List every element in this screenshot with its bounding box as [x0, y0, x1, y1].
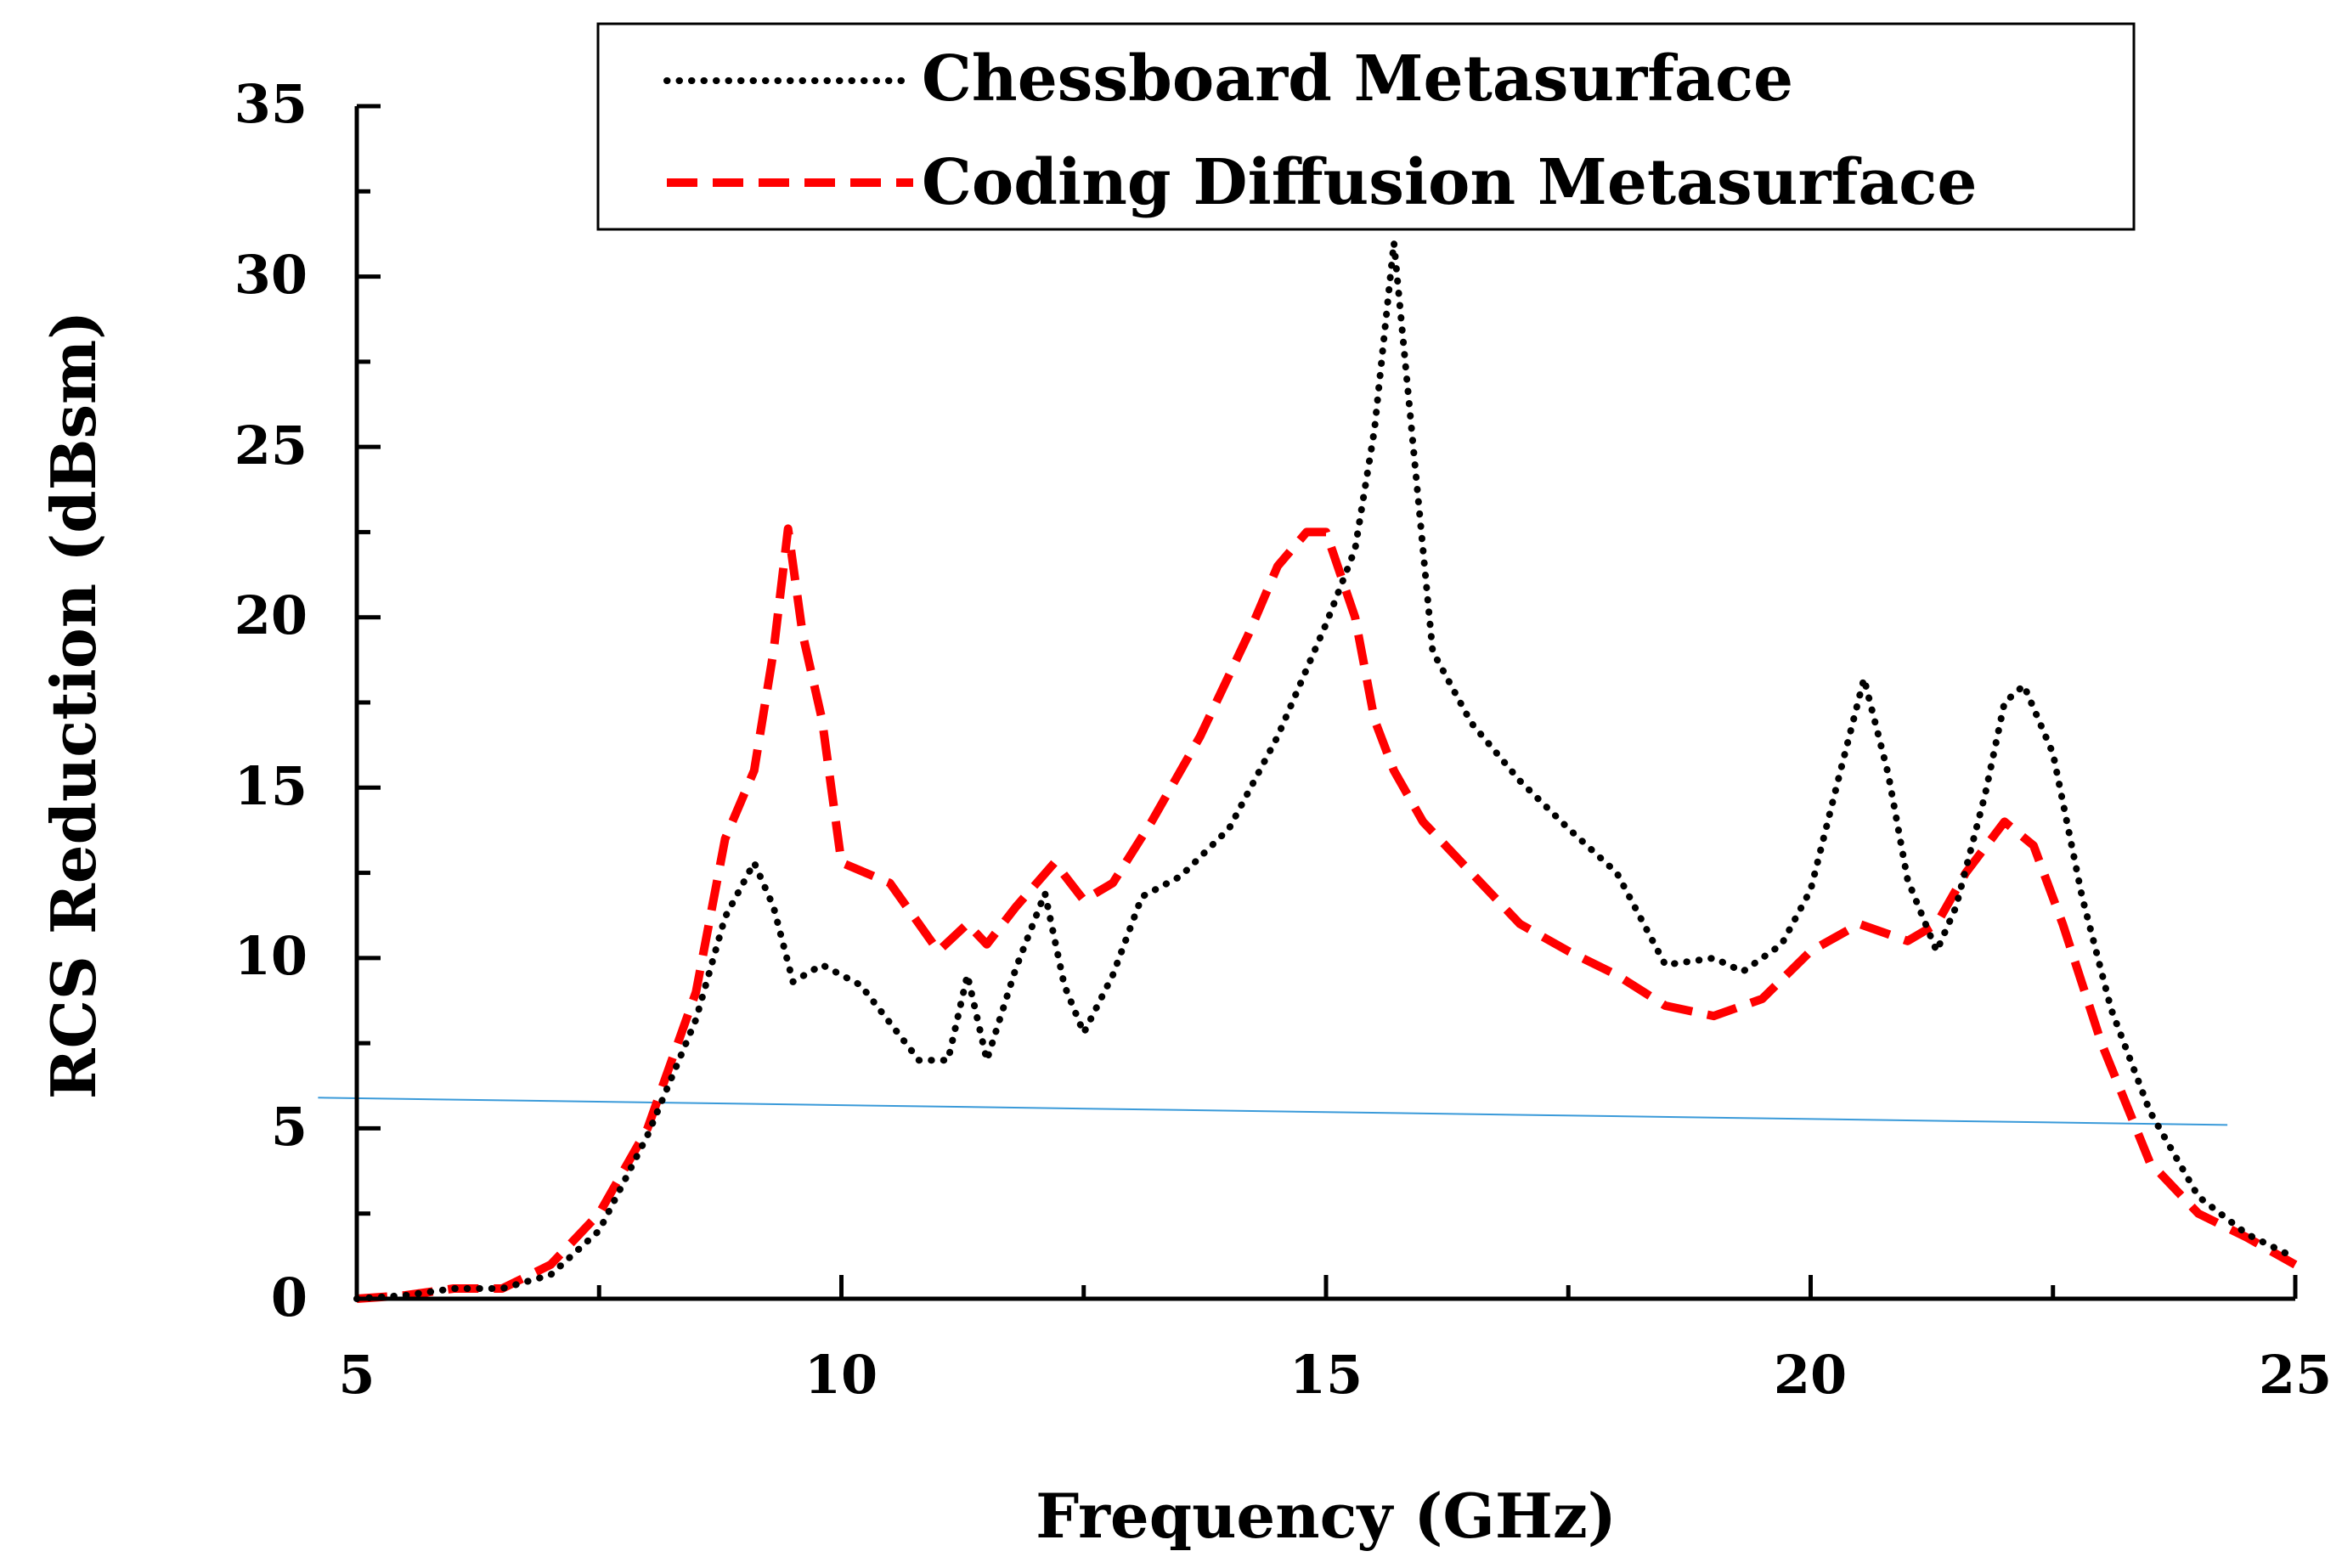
x-tick-labels: 5 10 15 20 25: [338, 1344, 2332, 1406]
ticks-layer: [354, 104, 2298, 1301]
x-tick-label-0: 5: [338, 1344, 375, 1406]
y-tick-label-0: 0: [271, 1266, 308, 1328]
x-tick-label-2: 15: [1290, 1344, 1363, 1406]
legend: Chessboard Metasurface Coding Diffusion …: [596, 22, 2136, 231]
x-tick-label-1: 10: [804, 1344, 878, 1406]
y-tick-label-3: 15: [234, 755, 308, 817]
legend-label-chessboard: Chessboard Metasurface: [922, 42, 1793, 116]
y-tick-label-6: 30: [234, 244, 308, 306]
series-layer: [318, 239, 2299, 1303]
y-tick-label-1: 5: [271, 1096, 308, 1158]
series-line-coding-diffusion-metasurface: [356, 524, 2298, 1303]
y-tick-label-7: 35: [234, 73, 308, 135]
y-tick-label-2: 10: [234, 925, 308, 987]
y-tick-labels: 0 5 10 15 20 25 30 35: [234, 73, 308, 1328]
x-axis-title: Frequency (GHz): [1036, 1480, 1617, 1552]
x-tick-label-4: 25: [2259, 1344, 2332, 1406]
y-tick-label-4: 20: [234, 584, 308, 646]
series-line-chessboard-metasurface: [353, 239, 2299, 1302]
legend-label-coding-diffusion: Coding Diffusion Metasurface: [922, 146, 1977, 219]
x-tick-label-3: 20: [1774, 1344, 1847, 1406]
series-line-reference-line: [318, 1097, 2228, 1126]
y-tick-label-5: 25: [234, 415, 308, 477]
legend-box: [596, 22, 2136, 231]
y-axis-title: RCS Reduction (dBsm): [37, 311, 110, 1099]
